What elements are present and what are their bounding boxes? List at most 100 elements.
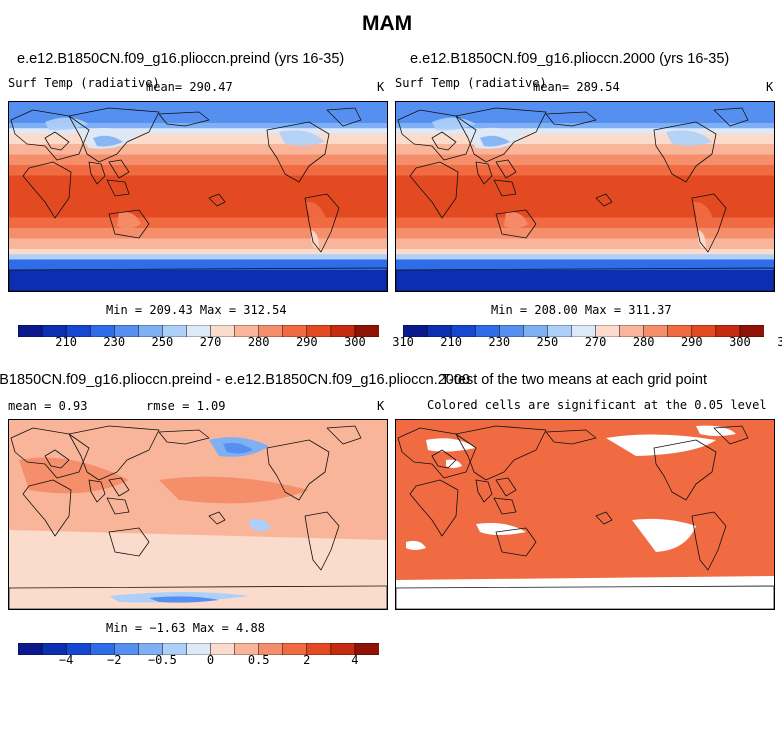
non-significant-area — [632, 518, 696, 552]
coastline — [495, 477, 517, 497]
colorbar-tick-label: 0 — [206, 653, 215, 667]
colorbar-tick-label: 280 — [247, 335, 270, 349]
colorbar-tick-label: 290 — [680, 335, 703, 349]
temperature-anomaly-region — [666, 130, 712, 146]
coastline — [326, 107, 362, 127]
temperature-band — [9, 149, 387, 156]
difference-region — [9, 530, 387, 609]
temperature-band — [396, 117, 774, 124]
panel4-map-svg — [396, 420, 774, 609]
colorbar-tick-label: −0.5 — [147, 653, 177, 667]
non-significant-area — [696, 425, 736, 436]
colorbar-tick-label: 290 — [295, 335, 318, 349]
temperature-anomaly-region — [117, 211, 141, 229]
colorbar-tick-label: 230 — [103, 335, 126, 349]
colorbar-tick-label: 210 — [440, 335, 462, 349]
temperature-band — [396, 201, 774, 208]
panel4-subtitle: Colored cells are significant at the 0.0… — [427, 398, 767, 412]
panel1-variable: Surf Temp (radiative) — [8, 76, 160, 90]
coastline — [397, 427, 477, 479]
temperature-band — [9, 228, 387, 234]
temperature-band — [9, 222, 387, 229]
coastline — [475, 479, 493, 503]
coastline — [10, 109, 90, 161]
panel3-map — [8, 419, 388, 610]
temperature-anomaly-region — [432, 117, 476, 131]
temperature-band — [396, 186, 774, 192]
coastline — [9, 585, 387, 609]
temperature-band — [9, 128, 387, 135]
temperature-band — [396, 212, 774, 219]
page-title: MAM — [362, 12, 413, 35]
temperature-band — [9, 207, 387, 213]
coastline — [108, 209, 150, 239]
temperature-anomaly-region — [311, 230, 319, 249]
colorbar-tick-label: 0.5 — [247, 653, 270, 667]
temperature-anomaly-region — [504, 211, 528, 229]
temperature-band — [9, 107, 387, 114]
panel3-minmax: Min = −1.63 Max = 4.88 — [106, 621, 265, 635]
temperature-anomaly-region — [698, 230, 706, 249]
temperature-anomaly-region — [480, 135, 510, 147]
temperature-band — [396, 270, 774, 276]
temperature-band — [396, 144, 774, 150]
coastline — [545, 429, 597, 445]
coastline — [108, 477, 130, 497]
coastline — [495, 159, 517, 179]
coastline — [326, 425, 362, 445]
colorbar-tick-label: 250 — [536, 335, 559, 349]
panel1-map — [8, 101, 388, 292]
temperature-band — [396, 238, 774, 245]
temperature-band — [9, 254, 387, 261]
coastline — [595, 511, 613, 525]
colorbar-tick-label: 270 — [584, 335, 607, 349]
temperature-band — [9, 212, 387, 219]
coastline — [431, 449, 457, 469]
temperature-band — [396, 254, 774, 261]
non-significant-area — [396, 576, 774, 609]
temperature-band — [9, 191, 387, 198]
coastline — [22, 161, 72, 219]
coastline — [713, 107, 749, 127]
colorbar-tick-label: 4 — [351, 653, 359, 667]
non-significant-area — [476, 523, 526, 535]
temperature-band — [396, 123, 774, 129]
temperature-band — [9, 144, 387, 150]
difference-region — [159, 476, 309, 504]
temperature-band — [396, 154, 774, 161]
coastline — [396, 585, 774, 609]
coastline — [266, 439, 330, 501]
coastline — [397, 109, 477, 161]
temperature-band — [396, 159, 774, 166]
colorbar-tick-label: −4 — [58, 653, 74, 667]
coastline — [431, 131, 457, 151]
temperature-band — [396, 228, 774, 234]
temperature-band — [9, 133, 387, 140]
temperature-anomaly-region — [9, 102, 387, 110]
temperature-anomaly-region — [93, 135, 123, 147]
temperature-band — [9, 170, 387, 177]
panel2-units: K — [766, 80, 774, 94]
temperature-band — [396, 249, 774, 255]
temperature-band — [396, 217, 774, 224]
coastline — [68, 107, 160, 163]
temperature-band — [9, 165, 387, 171]
difference-region — [223, 442, 253, 454]
coastline — [10, 427, 90, 479]
colorbar-tick-label: 230 — [488, 335, 511, 349]
coastline — [493, 179, 517, 197]
temperature-band — [9, 270, 387, 276]
coastline — [595, 193, 613, 207]
coastline — [68, 425, 160, 481]
temperature-band — [9, 154, 387, 161]
non-significant-area — [606, 434, 716, 456]
colorbar-tick-label: 310 — [777, 335, 782, 349]
temperature-band — [396, 207, 774, 213]
temperature-band — [9, 196, 387, 203]
panel1-units: K — [377, 80, 385, 94]
colorbar-swatch — [306, 642, 332, 656]
coastline — [304, 511, 340, 571]
temperature-band — [396, 196, 774, 203]
coastline — [88, 161, 106, 185]
colorbar-tick-label: 300 — [729, 335, 751, 349]
